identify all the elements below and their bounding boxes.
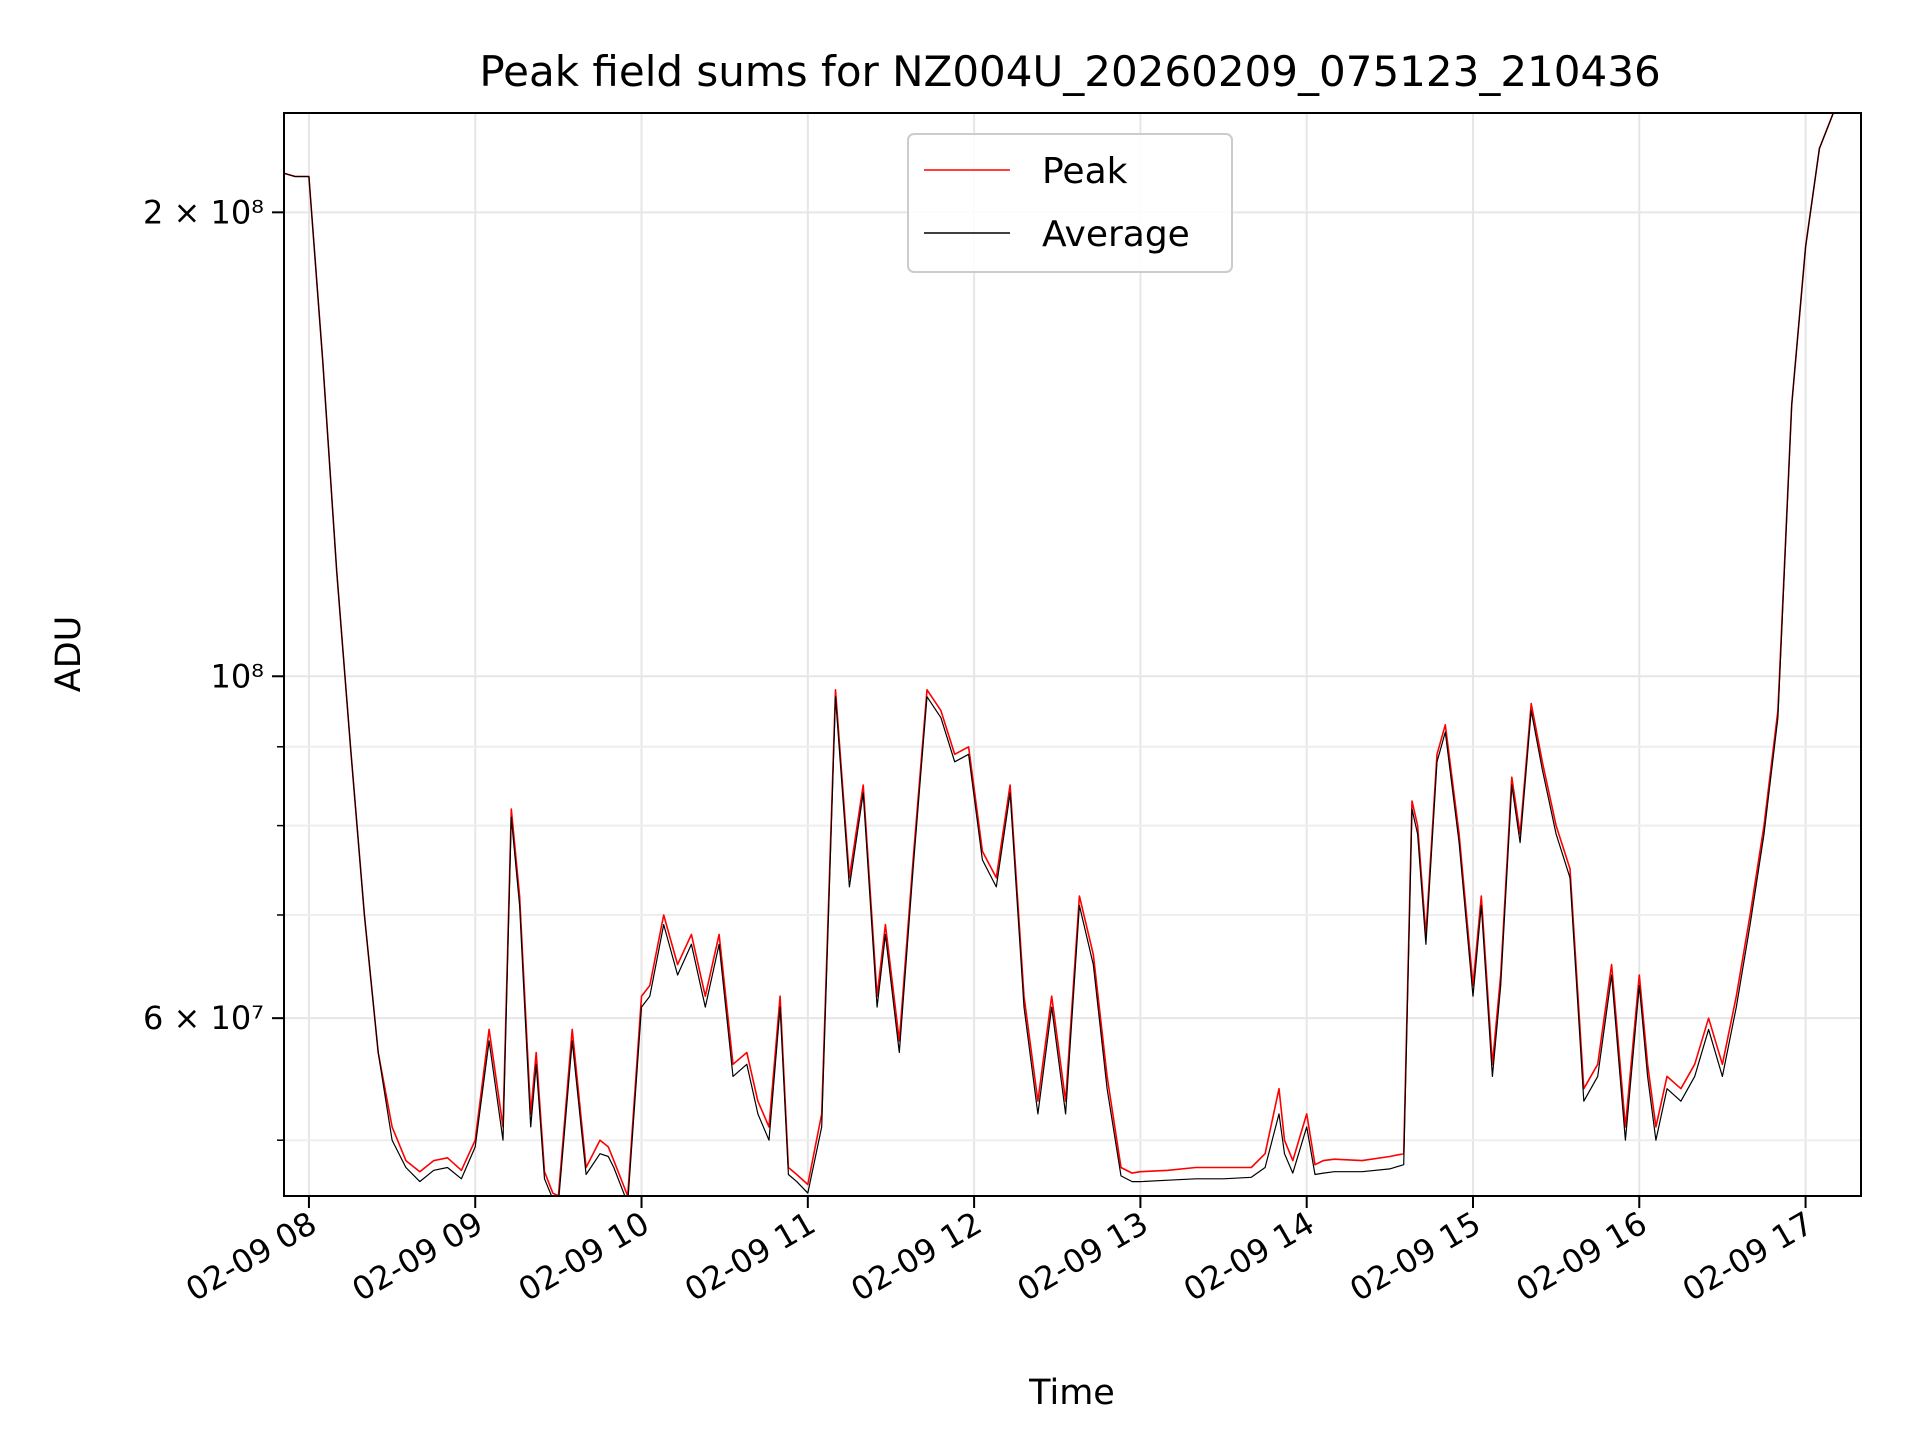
y-axis-title: ADU [49,616,89,693]
y-tick-label: 10⁸ [210,657,264,695]
legend-label: Peak [1042,151,1128,192]
y-tick-label: 2 × 10⁸ [143,193,264,231]
x-axis-title: Time [1028,1373,1115,1413]
series-line-average [284,113,1834,1196]
plot-frame [283,112,1862,1197]
chart-title: Peak field sums for NZ004U_20260209_0751… [479,47,1660,96]
y-axis: 6 × 10⁷ 10⁸ 2 × 10⁸ [143,193,284,1141]
series-line-peak [284,113,1835,1196]
legend-label: Average [1042,214,1190,255]
y-tick-label: 6 × 10⁷ [143,999,264,1037]
legend-box [907,133,1233,273]
legend: Peak Average [907,133,1233,273]
series-layer [284,113,1835,1196]
